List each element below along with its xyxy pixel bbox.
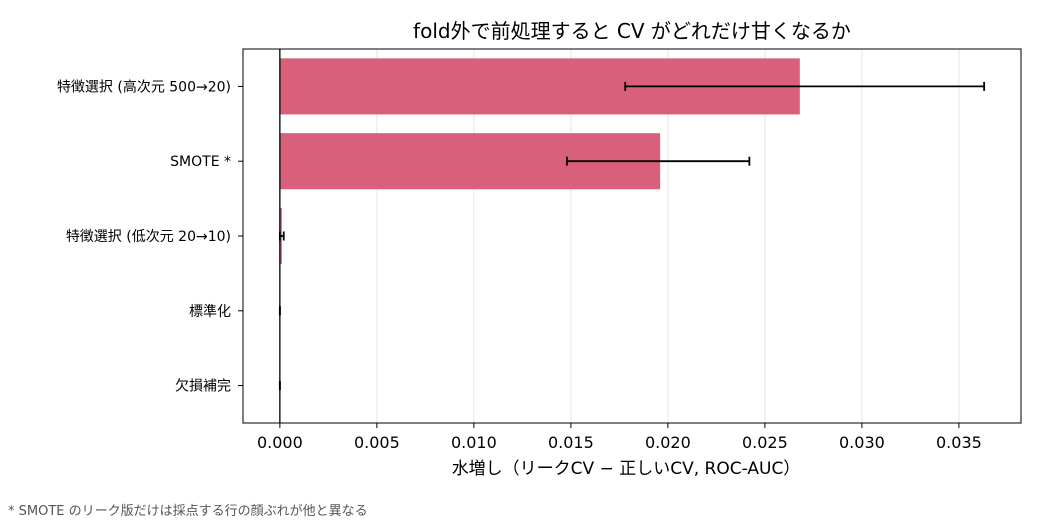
x-tick-label: 0.035 (936, 433, 982, 452)
y-tick-label: 特徴選択 (高次元 500→20) (57, 78, 231, 95)
footnote: * SMOTE のリーク版だけは採点する行の顔ぶれが他と異なる (8, 504, 368, 519)
y-tick-label: SMOTE * (170, 154, 231, 170)
chart-title: fold外で前処理すると CV がどれだけ甘くなるか (413, 19, 851, 43)
x-tick-label: 0.005 (354, 433, 400, 452)
x-axis-label: 水増し（リークCV − 正しいCV, ROC-AUC） (452, 459, 801, 479)
x-tick-label: 0.000 (257, 433, 303, 452)
x-tick-label: 0.030 (839, 433, 885, 452)
y-tick-label: 特徴選択 (低次元 20→10) (66, 229, 231, 245)
error-bars (278, 81, 986, 391)
x-axis-ticks: 0.000 0.005 0.010 0.015 0.020 0.025 0.030 0.035 (257, 423, 982, 452)
y-axis-ticks: 特徴選択 (高次元 500→20) SMOTE * 特徴選択 (低次元 20→10)… (57, 78, 243, 395)
y-tick-label: 標準化 (189, 304, 231, 320)
x-tick-label: 0.025 (742, 433, 788, 452)
x-tick-label: 0.010 (451, 433, 497, 452)
chart: fold外で前処理すると CV がどれだけ甘くなるか 特徴選択 (高次元 500… (57, 19, 1022, 479)
x-tick-label: 0.020 (645, 433, 691, 452)
x-tick-label: 0.015 (548, 433, 594, 452)
y-tick-label: 欠損補完 (175, 379, 231, 395)
